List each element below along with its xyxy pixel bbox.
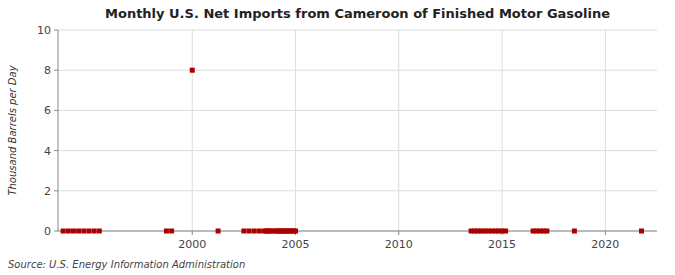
y-grid-line — [58, 30, 657, 31]
x-grid-line — [502, 30, 503, 231]
x-tick-label: 2010 — [385, 238, 413, 251]
point — [503, 229, 508, 234]
point — [81, 229, 86, 234]
points — [61, 68, 644, 234]
x-grid-line — [605, 30, 606, 231]
grid — [58, 30, 657, 231]
point — [252, 229, 257, 234]
x-axis-line — [58, 231, 657, 232]
y-tick-label: 0 — [44, 225, 51, 238]
x-tick — [605, 231, 606, 235]
point — [639, 229, 644, 234]
point — [247, 229, 252, 234]
point — [76, 229, 81, 234]
x-tick-label: 2020 — [591, 238, 619, 251]
y-tick-label: 8 — [44, 64, 51, 77]
x-tick-label: 2015 — [488, 238, 516, 251]
title: Monthly U.S. Net Imports from Cameroon o… — [105, 6, 610, 21]
point — [92, 229, 97, 234]
point — [66, 229, 71, 234]
y-tick — [54, 70, 58, 71]
x-grid-line — [192, 30, 193, 231]
x-tick-label: 2000 — [178, 238, 206, 251]
y-tick — [54, 110, 58, 111]
x-tick — [398, 231, 399, 235]
y-tick-label: 4 — [44, 145, 51, 158]
point — [190, 68, 195, 73]
source: Source: U.S. Energy Information Administ… — [8, 259, 245, 270]
y-tick — [54, 30, 58, 31]
point — [86, 229, 91, 234]
point — [61, 229, 66, 234]
y-tick-label: 6 — [44, 104, 51, 117]
x-grid-line — [398, 30, 399, 231]
point — [97, 229, 102, 234]
y-tick-label: 2 — [44, 185, 51, 198]
point — [216, 229, 221, 234]
point — [572, 229, 577, 234]
point — [241, 229, 246, 234]
y-axis-label: Thousand Barrels per Day — [7, 64, 18, 195]
y-grid-line — [58, 70, 657, 71]
point — [257, 229, 262, 234]
point — [164, 229, 169, 234]
point — [293, 229, 298, 234]
point — [71, 229, 76, 234]
y-axis-line — [58, 30, 59, 231]
x-tick — [192, 231, 193, 235]
y-tick-label: 10 — [37, 24, 51, 37]
x-grid-line — [295, 30, 296, 231]
point — [169, 229, 174, 234]
y-tick — [54, 150, 58, 151]
y-grid-line — [58, 190, 657, 191]
y-tick — [54, 231, 58, 232]
y-grid-line — [58, 231, 657, 232]
chart: 0 2 4 6 8 10 2000 2005 2010 2015 2020 Monthly U.S. … — [0, 0, 675, 275]
y-grid-line — [58, 110, 657, 111]
y-tick — [54, 190, 58, 191]
y-grid-line — [58, 150, 657, 151]
x-tick-label: 2005 — [282, 238, 310, 251]
point — [544, 229, 549, 234]
axes: 0 2 4 6 8 10 2000 2005 2010 2015 2020 — [37, 24, 657, 251]
